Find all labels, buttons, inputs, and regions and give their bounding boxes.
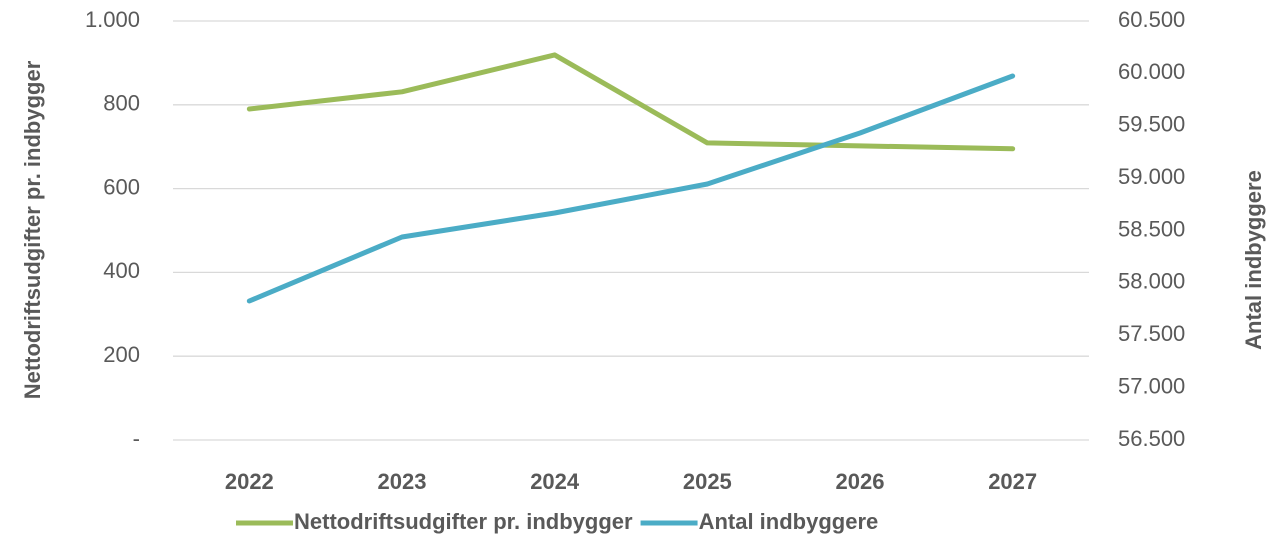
y-tick-label: 400	[103, 258, 140, 283]
y-tick-label: 600	[103, 174, 140, 199]
y-tick-label: 800	[103, 91, 140, 116]
y2-tick-label: 56.500	[1118, 426, 1185, 451]
legend-label: Antal indbyggere	[699, 509, 879, 534]
y2-tick-label: 59.000	[1118, 164, 1185, 189]
y2-tick-label: 57.500	[1118, 321, 1185, 346]
y2-tick-label: 57.000	[1118, 373, 1185, 398]
x-tick-label: 2023	[378, 469, 427, 494]
y-tick-label: 1.000	[85, 7, 140, 32]
y-tick-label: 200	[103, 342, 140, 367]
y2-tick-label: 58.500	[1118, 216, 1185, 241]
x-tick-label: 2026	[836, 469, 885, 494]
x-tick-label: 2022	[225, 469, 274, 494]
y2-tick-label: 59.500	[1118, 112, 1185, 137]
legend-label: Nettodriftsudgifter pr. indbygger	[294, 509, 633, 534]
x-tick-label: 2025	[683, 469, 732, 494]
y2-tick-label: 60.000	[1118, 59, 1185, 84]
x-tick-label: 2027	[988, 469, 1037, 494]
y-axis-title: Nettodriftsudgifter pr. indbygger	[20, 60, 45, 399]
y-tick-label: -	[133, 426, 140, 451]
y2-tick-label: 60.500	[1118, 7, 1185, 32]
series-line	[246, 73, 1016, 304]
y2-tick-label: 58.000	[1118, 269, 1185, 294]
y2-axis-title: Antal indbyggere	[1241, 170, 1266, 350]
series-line	[246, 52, 1016, 152]
x-tick-label: 2024	[530, 469, 580, 494]
